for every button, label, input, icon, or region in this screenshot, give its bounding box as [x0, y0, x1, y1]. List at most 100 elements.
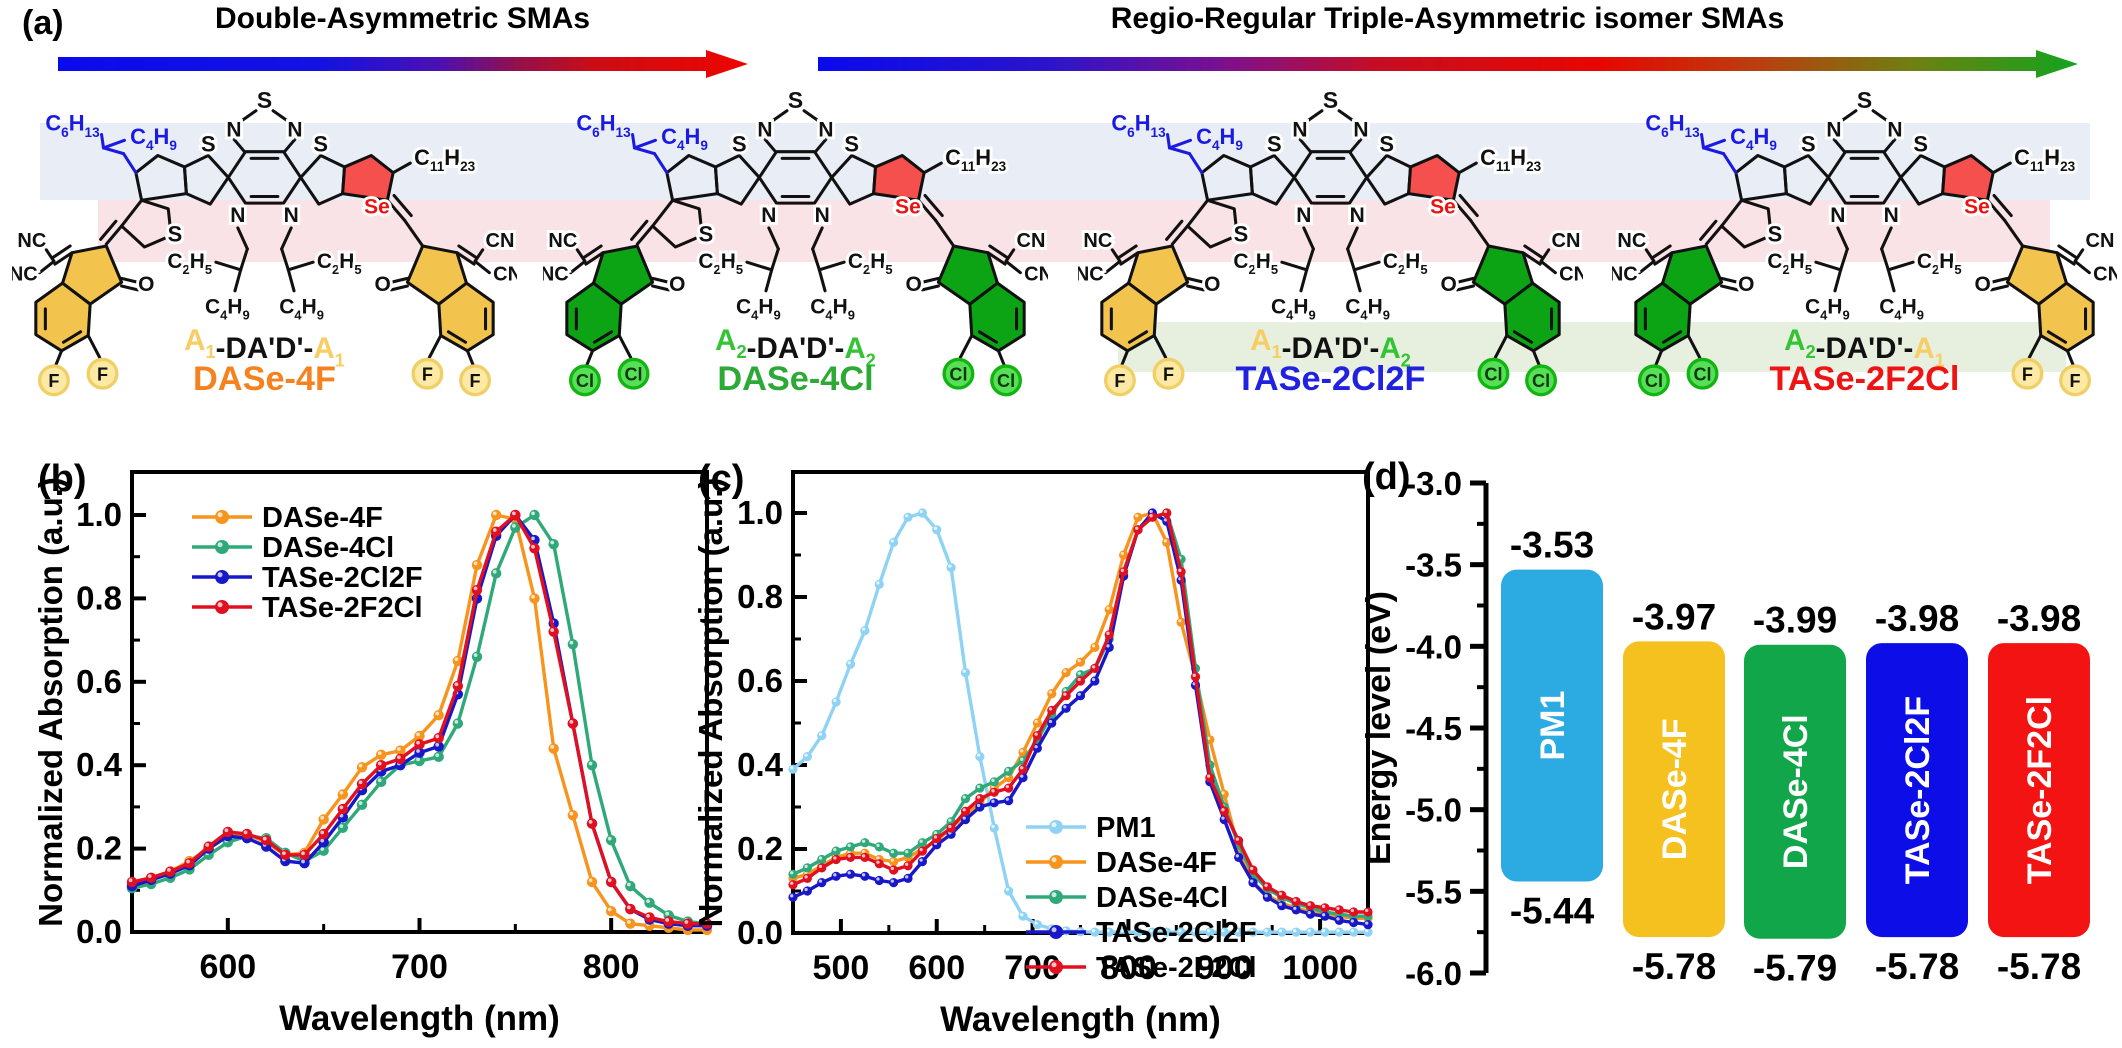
halogen-label: Cl	[1693, 364, 1711, 384]
bar-name: TASe-2Cl2F	[1899, 696, 1937, 884]
group-nc: NC	[543, 263, 569, 285]
group-cn: CN	[1559, 263, 1583, 285]
legend-item-TASe-2F2Cl: TASe-2F2Cl	[1026, 952, 1257, 984]
atom-n: N	[287, 118, 302, 141]
svg-text:1.0: 1.0	[76, 496, 122, 533]
atom-s: S	[1267, 132, 1282, 157]
atom-s: S	[732, 132, 747, 157]
svg-text:0.2: 0.2	[76, 830, 122, 867]
bar-name: DASe-4Cl	[1777, 714, 1815, 869]
bar-name: TASe-2F2Cl	[2021, 696, 2059, 884]
svg-text:PM1: PM1	[1096, 812, 1156, 844]
group-cn: CN	[486, 230, 515, 252]
atom-o: O	[1738, 273, 1754, 296]
svg-text:600: 600	[199, 948, 256, 986]
halogen-label: F	[1114, 371, 1125, 391]
chain-c4h9: C4H9	[661, 124, 708, 153]
chain-c11h23: C11H23	[2014, 145, 2076, 174]
halogen-atom-F	[86, 357, 119, 390]
arrow-triple-asymmetric	[818, 50, 2078, 78]
halogen-label: Cl	[624, 364, 642, 384]
group-cn: CN	[1024, 263, 1048, 285]
chain-c4h9: C4H9	[1730, 124, 1777, 153]
legend-item-TASe-2F2Cl: TASe-2F2Cl	[192, 592, 423, 624]
halogen-label: Cl	[576, 371, 594, 391]
chain-c4h9: C4H9	[736, 296, 781, 323]
svg-text:-5.5: -5.5	[1405, 873, 1462, 910]
bar-name: PM1	[1534, 691, 1572, 761]
svg-text:-4.5: -4.5	[1405, 710, 1462, 747]
panel-label-c: (c)	[698, 458, 744, 500]
group-cn: CN	[1552, 230, 1581, 252]
atom-n: N	[761, 204, 776, 227]
halogen-atom-F	[459, 364, 492, 397]
lumo-value: -3.98	[1875, 598, 1959, 639]
homo-value: -5.44	[1510, 891, 1595, 932]
atom-o: O	[1974, 273, 1990, 296]
atom-n: N	[1887, 118, 1902, 141]
halogen-atom-Cl	[1525, 364, 1558, 397]
atom-n: N	[757, 118, 772, 141]
panel-a-label: (a)	[22, 4, 64, 42]
series-TASe-2F2Cl	[788, 508, 1373, 917]
atom-n: N	[1353, 118, 1368, 141]
formula-label: A1-DA'D'-A1	[184, 324, 345, 371]
energy-bar-TASe-2Cl2F: -3.98 -5.78 TASe-2Cl2F	[1866, 598, 1968, 987]
halogen-atom-F	[37, 364, 70, 397]
halogen-atom-F	[2011, 357, 2044, 390]
halogen-label: F	[97, 364, 108, 384]
chart-solution-absorption: (b) 600 700 800 0.0 0.2 0.4 0.6 0.8 1.0 Wavelength…	[32, 458, 713, 1038]
atom-n: N	[230, 204, 245, 227]
halogen-label: F	[48, 371, 59, 391]
legend-item-DASe-4Cl: DASe-4Cl	[1026, 882, 1228, 914]
homo-value: -5.78	[1632, 946, 1716, 987]
chain-c4h9: C4H9	[1879, 296, 1924, 323]
atom-o: O	[905, 273, 921, 296]
header-double-asymmetric: Double-Asymmetric SMAs	[214, 2, 591, 35]
atom-s: S	[257, 87, 272, 113]
atom-n: N	[818, 118, 833, 141]
bar-name: DASe-4F	[1656, 718, 1694, 860]
atom-o: O	[1440, 273, 1456, 296]
svg-text:DASe-4F: DASe-4F	[262, 502, 383, 534]
group-cn: CN	[2093, 263, 2117, 285]
chain-c4h9: C4H9	[1805, 296, 1850, 323]
svg-text:-6.0: -6.0	[1405, 955, 1462, 992]
atom-n: N	[226, 118, 241, 141]
halogen-atom-Cl	[1477, 357, 1510, 390]
atom-se: Se	[1430, 196, 1456, 219]
axes-d: -3.0 -3.5 -4.0 -4.5 -5.0 -5.5 -6.0	[1405, 465, 1489, 992]
molecule-DASe-4F: FFFFSNNSSSNNSeOONCNCCNCNC6H13C4H9C11H23C…	[12, 85, 517, 398]
atom-o: O	[374, 273, 390, 296]
energy-bar-TASe-2F2Cl: -3.98 -5.78 TASe-2F2Cl	[1988, 598, 2090, 987]
atom-n: N	[1296, 204, 1311, 227]
group-nc: NC	[1612, 263, 1638, 285]
atom-o: O	[1204, 273, 1220, 296]
halogen-label: F	[422, 364, 433, 384]
group-nc: NC	[1083, 230, 1112, 252]
chain-c2h5: C2H5	[167, 250, 212, 277]
halogen-atom-Cl	[1686, 357, 1719, 390]
atom-s: S	[1379, 132, 1394, 157]
chain-c2h5: C2H5	[848, 250, 893, 277]
svg-text:800: 800	[1100, 949, 1157, 987]
chain-c11h23: C11H23	[414, 145, 476, 174]
axes-b: 600 700 800 0.0 0.2 0.4 0.6 0.8 1.0	[76, 470, 709, 986]
atom-s: S	[1234, 221, 1249, 246]
svg-text:DASe-4Cl: DASe-4Cl	[1096, 882, 1228, 914]
svg-text:TASe-2F2Cl: TASe-2F2Cl	[1096, 952, 1257, 984]
atom-n: N	[284, 204, 299, 227]
svg-text:DASe-4Cl: DASe-4Cl	[262, 532, 394, 564]
arrow-double-asymmetric	[58, 50, 748, 78]
chain-c6h13: C6H13	[1111, 111, 1166, 140]
lumo-value: -3.53	[1510, 525, 1594, 566]
x-axis-title: Wavelength (nm)	[279, 999, 560, 1038]
halogen-label: F	[1163, 364, 1174, 384]
atom-n: N	[1350, 204, 1365, 227]
svg-text:-5.0: -5.0	[1405, 792, 1462, 829]
atom-s: S	[1768, 221, 1783, 246]
legend-item-TASe-2Cl2F: TASe-2Cl2F	[192, 562, 423, 594]
series-TASe-2F2Cl	[126, 509, 713, 929]
legend-item-PM1: PM1	[1026, 812, 1156, 844]
